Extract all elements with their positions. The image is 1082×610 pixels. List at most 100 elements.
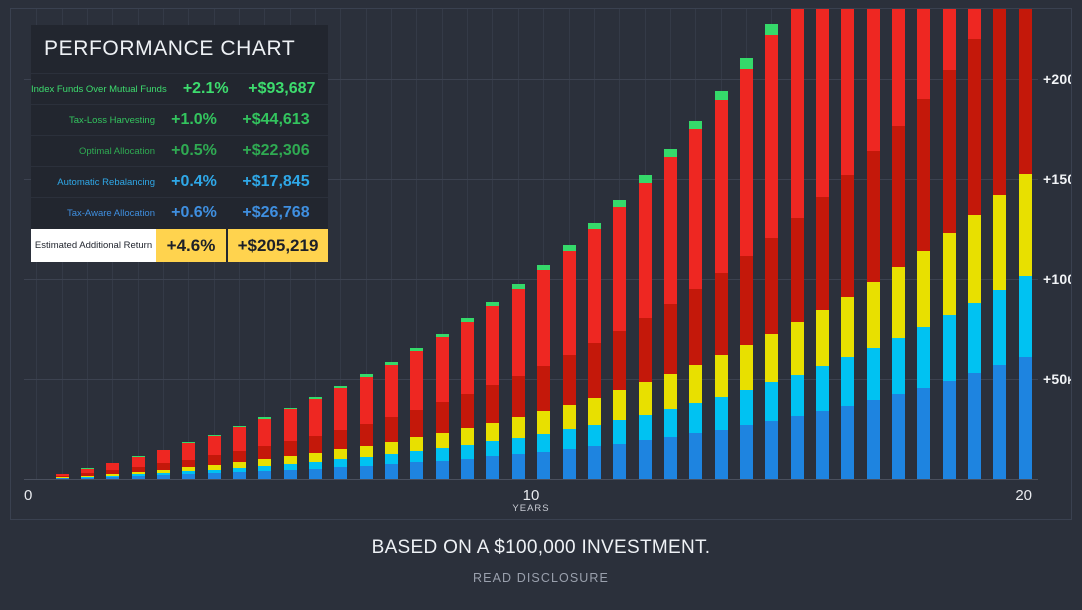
- bar-segment: [714, 429, 728, 479]
- bar-segment: [309, 397, 323, 400]
- bar: [663, 148, 677, 479]
- bar-segment: [131, 471, 145, 475]
- bar-segment: [511, 375, 525, 417]
- bar-segment: [461, 393, 475, 428]
- vertical-gridline: [568, 9, 570, 479]
- bar-segment: [866, 400, 880, 479]
- bar-segment: [816, 309, 830, 367]
- bar-segment: [714, 396, 728, 430]
- bar-segment: [486, 384, 500, 423]
- bar-segment: [689, 433, 703, 479]
- bar-segment: [486, 305, 500, 385]
- bar: [841, 9, 855, 479]
- bar-segment: [689, 365, 703, 404]
- bar: [816, 9, 830, 479]
- bar-segment: [410, 437, 424, 452]
- bar-segment: [461, 322, 475, 394]
- row-label: Tax-Aware Allocation: [66, 207, 155, 219]
- bar-segment: [562, 449, 576, 479]
- bar-segment: [587, 343, 601, 398]
- horizontal-gridline: [24, 179, 1038, 180]
- bar-segment: [156, 475, 170, 479]
- bar-segment: [942, 380, 956, 479]
- bar-segment: [461, 318, 475, 323]
- bar-segment: [435, 337, 449, 402]
- bar-segment: [486, 422, 500, 442]
- bar-segment: [663, 148, 677, 157]
- bar: [55, 473, 69, 479]
- bar: [461, 318, 475, 479]
- bar: [537, 264, 551, 479]
- bar-segment: [511, 288, 525, 376]
- bar-segment: [156, 463, 170, 470]
- bar: [739, 58, 753, 479]
- bar-segment: [232, 450, 246, 463]
- bar: [638, 175, 652, 479]
- bar-segment: [942, 315, 956, 381]
- row-amount: +$22,306: [242, 142, 310, 159]
- bar: [283, 407, 297, 479]
- bar-segment: [385, 441, 399, 455]
- bar-segment: [841, 406, 855, 479]
- bar: [435, 333, 449, 479]
- bar-segment: [689, 289, 703, 366]
- bar-segment: [714, 355, 728, 397]
- bar-segment: [1018, 173, 1032, 276]
- bar-segment: [131, 466, 145, 472]
- vertical-gridline: [340, 9, 342, 479]
- bar-segment: [410, 351, 424, 410]
- bar-segment: [334, 386, 348, 389]
- bar-segment: [359, 465, 373, 479]
- bar-segment: [309, 399, 323, 436]
- plot-area: [24, 9, 1038, 479]
- bar-segment: [435, 460, 449, 479]
- bar-segment: [55, 473, 69, 477]
- bar-segment: [537, 410, 551, 434]
- bar-segment: [587, 424, 601, 447]
- bar-segment: [790, 416, 804, 479]
- performance-table: PERFORMANCE CHART Index Funds Over Mutua…: [31, 25, 328, 262]
- read-disclosure-link[interactable]: READ DISCLOSURE: [473, 571, 609, 585]
- bar-segment: [283, 407, 297, 410]
- bar-segment: [790, 9, 804, 219]
- x-axis-tick-label: 10: [522, 487, 540, 504]
- bar-segment: [258, 417, 272, 419]
- row-percent: +0.5%: [171, 142, 217, 159]
- bar-segment: [816, 411, 830, 479]
- x-axis-title: YEARS: [512, 503, 550, 514]
- bar-segment: [587, 229, 601, 344]
- vertical-gridline: [543, 9, 545, 479]
- bar-segment: [385, 454, 399, 465]
- bar-segment: [385, 464, 399, 479]
- footer-headline: BASED ON A $100,000 INVESTMENT.: [371, 537, 711, 558]
- bar-segment: [385, 361, 399, 365]
- bar-segment: [55, 477, 69, 478]
- table-row: Index Funds Over Mutual Funds +2.1% +$93,6…: [31, 73, 328, 104]
- vertical-gridline: [467, 9, 469, 479]
- bar-segment: [232, 426, 246, 428]
- total-percent: +4.6%: [156, 229, 228, 262]
- bar-segment: [106, 475, 120, 477]
- bar-segment: [511, 437, 525, 455]
- bar-segment: [892, 125, 906, 268]
- bar-segment: [587, 397, 601, 425]
- bar-segment: [537, 451, 551, 479]
- horizontal-gridline: [24, 79, 1038, 80]
- performance-chart-panel: +200K +150K +100K +50K 0 10 20 YEARS PERFORMA…: [10, 8, 1072, 520]
- bar-segment: [486, 456, 500, 479]
- bar-segment: [80, 476, 94, 478]
- bar-segment: [613, 206, 627, 332]
- bar-segment: [55, 476, 69, 478]
- bar: [359, 374, 373, 479]
- bar-segment: [207, 435, 221, 456]
- bar-segment: [156, 469, 170, 473]
- bar-segment: [131, 476, 145, 479]
- bar-segment: [739, 58, 753, 69]
- bar-segment: [537, 264, 551, 271]
- bar: [714, 90, 728, 479]
- bar: [993, 9, 1007, 479]
- bar: [917, 9, 931, 479]
- bar-segment: [80, 477, 94, 479]
- bar-segment: [309, 452, 323, 462]
- x-axis-tick-label: 20: [1015, 487, 1032, 504]
